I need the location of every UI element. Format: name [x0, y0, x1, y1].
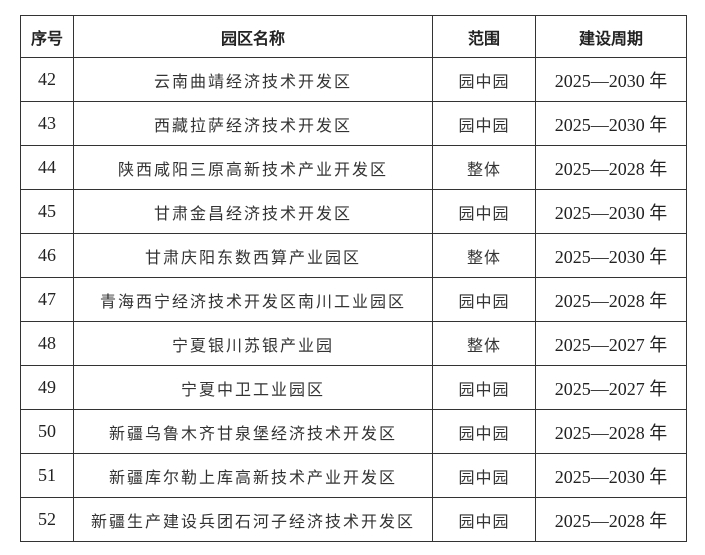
park-name: 新疆库尔勒上库高新技术产业开发区	[73, 453, 433, 498]
header-row: 序号 园区名称 范围 建设周期	[20, 15, 687, 58]
period-cell: 2025—2028 年	[535, 277, 687, 322]
scope-cell: 园中园	[432, 101, 536, 146]
row-number: 48	[20, 321, 74, 366]
table-row: 46 甘肃庆阳东数西算产业园区 整体 2025—2030 年	[20, 233, 687, 278]
scope-cell: 整体	[432, 233, 536, 278]
table-row: 52 新疆生产建设兵团石河子经济技术开发区 园中园 2025—2028 年	[20, 497, 687, 542]
park-name: 青海西宁经济技术开发区南川工业园区	[73, 277, 433, 322]
scope-cell: 园中园	[432, 409, 536, 454]
row-number: 51	[20, 453, 74, 498]
row-number: 46	[20, 233, 74, 278]
period-cell: 2025—2028 年	[535, 497, 687, 542]
park-name: 新疆生产建设兵团石河子经济技术开发区	[73, 497, 433, 542]
park-name: 宁夏中卫工业园区	[73, 365, 433, 410]
park-name: 西藏拉萨经济技术开发区	[73, 101, 433, 146]
row-number: 44	[20, 145, 74, 190]
table-row: 42 云南曲靖经济技术开发区 园中园 2025—2030 年	[20, 57, 687, 102]
row-number: 43	[20, 101, 74, 146]
scope-cell: 整体	[432, 145, 536, 190]
header-name: 园区名称	[73, 15, 433, 58]
period-cell: 2025—2027 年	[535, 365, 687, 410]
park-name: 宁夏银川苏银产业园	[73, 321, 433, 366]
period-cell: 2025—2030 年	[535, 57, 687, 102]
period-cell: 2025—2028 年	[535, 145, 687, 190]
park-name: 新疆乌鲁木齐甘泉堡经济技术开发区	[73, 409, 433, 454]
table-row: 43 西藏拉萨经济技术开发区 园中园 2025—2030 年	[20, 101, 687, 146]
table-row: 50 新疆乌鲁木齐甘泉堡经济技术开发区 园中园 2025—2028 年	[20, 409, 687, 454]
period-cell: 2025—2030 年	[535, 453, 687, 498]
table-row: 49 宁夏中卫工业园区 园中园 2025—2027 年	[20, 365, 687, 410]
park-name: 甘肃庆阳东数西算产业园区	[73, 233, 433, 278]
table-row: 48 宁夏银川苏银产业园 整体 2025—2027 年	[20, 321, 687, 366]
scope-cell: 园中园	[432, 497, 536, 542]
period-cell: 2025—2030 年	[535, 101, 687, 146]
row-number: 42	[20, 57, 74, 102]
period-cell: 2025—2027 年	[535, 321, 687, 366]
scope-cell: 整体	[432, 321, 536, 366]
scope-cell: 园中园	[432, 365, 536, 410]
table-row: 44 陕西咸阳三原高新技术产业开发区 整体 2025—2028 年	[20, 145, 687, 190]
scope-cell: 园中园	[432, 277, 536, 322]
period-cell: 2025—2030 年	[535, 189, 687, 234]
period-cell: 2025—2028 年	[535, 409, 687, 454]
scope-cell: 园中园	[432, 453, 536, 498]
park-name: 云南曲靖经济技术开发区	[73, 57, 433, 102]
row-number: 47	[20, 277, 74, 322]
table-row: 51 新疆库尔勒上库高新技术产业开发区 园中园 2025—2030 年	[20, 453, 687, 498]
row-number: 45	[20, 189, 74, 234]
row-number: 50	[20, 409, 74, 454]
scope-cell: 园中园	[432, 189, 536, 234]
period-cell: 2025—2030 年	[535, 233, 687, 278]
row-number: 52	[20, 497, 74, 542]
row-number: 49	[20, 365, 74, 410]
park-name: 陕西咸阳三原高新技术产业开发区	[73, 145, 433, 190]
header-period: 建设周期	[535, 15, 687, 58]
parks-table: 序号 园区名称 范围 建设周期 42 云南曲靖经济技术开发区 园中园 2025—203…	[20, 15, 687, 542]
scope-cell: 园中园	[432, 57, 536, 102]
header-no: 序号	[20, 15, 74, 58]
table-row: 47 青海西宁经济技术开发区南川工业园区 园中园 2025—2028 年	[20, 277, 687, 322]
table-row: 45 甘肃金昌经济技术开发区 园中园 2025—2030 年	[20, 189, 687, 234]
header-scope: 范围	[432, 15, 536, 58]
park-name: 甘肃金昌经济技术开发区	[73, 189, 433, 234]
